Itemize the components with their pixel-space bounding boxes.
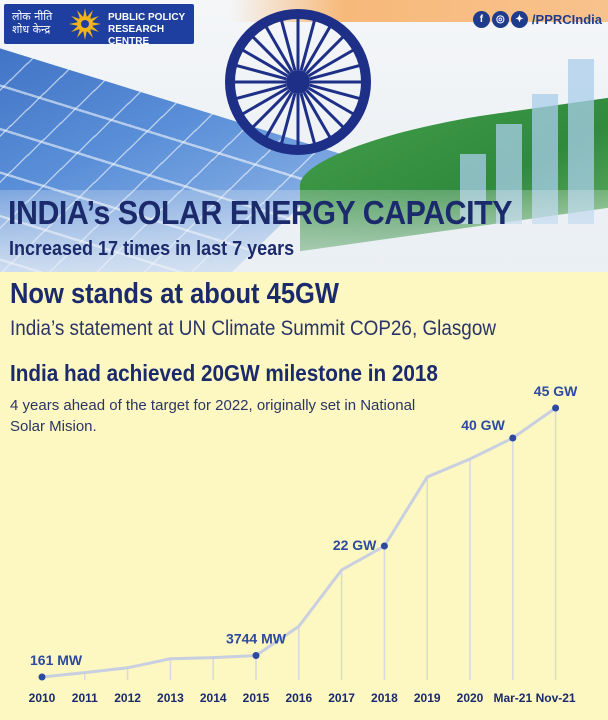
data-label: 161 MW: [30, 652, 83, 668]
header-banner: [0, 0, 608, 272]
x-tick-label: 2014: [200, 691, 227, 705]
logo-english-text: PUBLIC POLICY RESEARCH CENTRE: [108, 12, 194, 48]
x-tick-label: 2015: [243, 691, 270, 705]
facebook-icon[interactable]: f: [472, 10, 490, 28]
x-tick-label: 2016: [285, 691, 312, 705]
instagram-icon[interactable]: ◎: [491, 10, 509, 28]
logo-line1: PUBLIC POLICY: [108, 12, 186, 23]
x-tick-label: 2017: [328, 691, 355, 705]
x-tick-label: Nov-21: [536, 691, 576, 705]
twitter-icon[interactable]: ✦: [510, 10, 528, 28]
page-subtitle: Increased 17 times in last 7 years: [9, 238, 295, 260]
x-tick-label: 2011: [72, 691, 98, 705]
x-tick-label: 2020: [457, 691, 484, 705]
logo-hindi-line1: लोक नीति: [12, 10, 53, 23]
ashoka-chakra-icon: [225, 9, 371, 155]
data-point: [380, 542, 388, 550]
x-tick-label: 2010: [29, 691, 56, 705]
capacity-series-line: [41, 406, 557, 679]
x-tick-label: 2018: [371, 691, 398, 705]
data-label: 3744 MW: [226, 631, 287, 647]
logo-line2: RESEARCH CENTRE: [108, 24, 165, 47]
x-tick-label: 2019: [414, 691, 441, 705]
page-title: INDIA’s SOLAR ENERGY CAPACITY: [8, 194, 512, 231]
sun-wheel-icon: [69, 8, 101, 40]
social-bar: f ◎ ✦ /PPRCIndia: [472, 8, 602, 30]
data-point: [552, 404, 560, 412]
title-band: [0, 190, 608, 272]
solar-capacity-line-chart: 2010 2011 2012 2013 2014 2015 2016 2017 2018 2019…: [29, 383, 579, 705]
x-tick-label: Mar-21: [493, 691, 532, 705]
source-statement: India’s statement at UN Climate Summit C…: [10, 317, 496, 340]
milestone-note: 4 years ahead of the target for 2022, or…: [10, 397, 416, 435]
logo-hindi-text: लोक नीति शोध केन्द्र: [12, 10, 72, 36]
data-label: 45 GW: [534, 383, 578, 399]
data-label: 40 GW: [461, 417, 505, 433]
headline-stat: Now stands at about 45GW: [10, 278, 339, 310]
x-tick-label: 2012: [114, 691, 141, 705]
data-point: [252, 652, 260, 660]
social-handle[interactable]: /PPRCIndia: [531, 11, 602, 27]
logo-hindi-line2: शोध केन्द्र: [12, 23, 51, 36]
x-tick-label: 2013: [157, 691, 184, 705]
pprc-logo[interactable]: लोक नीति शोध केन्द्र PUBLIC POLICY RESEA…: [4, 4, 194, 47]
milestone-heading: India had achieved 20GW milestone in 201…: [10, 360, 438, 386]
data-label: 22 GW: [333, 537, 377, 553]
data-point: [509, 434, 517, 442]
data-point: [38, 673, 46, 681]
